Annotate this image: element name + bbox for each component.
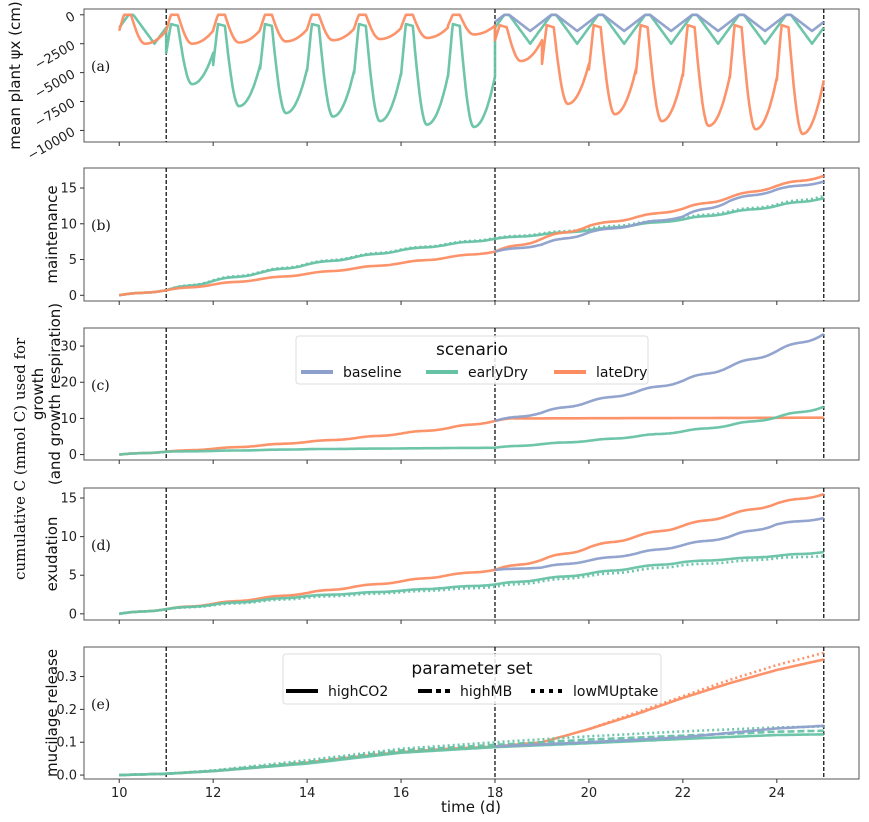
series-line-baseline-solid bbox=[494, 516, 825, 572]
y-axis-label: mean plant ψx (cm) bbox=[6, 1, 24, 149]
y-tick-label: −10000 bbox=[25, 125, 78, 164]
series-line-earlyDry-dotted bbox=[119, 725, 824, 777]
series-line-lateDry-dotted bbox=[588, 651, 825, 731]
y-axis-label: maintenance bbox=[43, 185, 61, 283]
axes-frame bbox=[83, 327, 860, 461]
legend-parameter-set: parameter set highCO2 highMB lowMUptake bbox=[282, 653, 662, 705]
y-tick-label: 0.1 bbox=[56, 736, 77, 751]
panel-e: 0.0 0.1 0.2 0.3 10 12 14 16 18 20 22 24 (e) mucilage … bbox=[43, 646, 860, 801]
y-tick-label: 0 bbox=[69, 448, 77, 463]
panel-d: 0 5 10 15 (d) exudation bbox=[43, 487, 860, 624]
x-tick-label: 16 bbox=[393, 786, 410, 801]
series-line-earlyDry-solid bbox=[119, 405, 825, 456]
panel-tag: (a) bbox=[91, 59, 110, 75]
series-line-lateDry bbox=[117, 13, 826, 136]
legend-label-baseline: baseline bbox=[343, 365, 402, 381]
y-tick-label: 10 bbox=[60, 217, 77, 232]
x-tick-label: 20 bbox=[581, 786, 598, 801]
x-tick-label: 24 bbox=[769, 786, 786, 801]
panel-b: 0 5 10 15 (b) maintenance bbox=[43, 167, 860, 305]
y-tick-label: 0.3 bbox=[56, 670, 77, 685]
y-tick-label: 10 bbox=[60, 530, 77, 545]
panel-a: 0−2500−5000−7500−10000(a)mean plant ψx (… bbox=[6, 1, 860, 164]
y-tick-label: 15 bbox=[60, 182, 77, 197]
panel-tag: (c) bbox=[91, 378, 110, 394]
y-tick-label: 20 bbox=[60, 376, 77, 391]
series-group bbox=[119, 332, 825, 456]
y-tick-label: 0.0 bbox=[56, 769, 77, 784]
y-tick-label: 5 bbox=[69, 569, 77, 584]
x-axis-label: time (d) bbox=[441, 798, 501, 816]
x-tick-label: 12 bbox=[205, 786, 222, 801]
panel-c: 0 10 20 30 (c) growth(and growth respiration)… bbox=[29, 303, 860, 485]
panel-tag: (e) bbox=[91, 697, 110, 713]
legend-box bbox=[282, 653, 662, 705]
series-line-baseline bbox=[494, 13, 825, 33]
series-group bbox=[119, 651, 825, 777]
y-tick-label: 10 bbox=[60, 412, 77, 427]
legend-scenario: scenario baseline earlyDry lateDry bbox=[295, 335, 649, 385]
series-group bbox=[118, 174, 825, 297]
x-tick-label: 18 bbox=[487, 786, 504, 801]
series-line-baseline-solid bbox=[494, 332, 825, 423]
legend-label-earlyDry: earlyDry bbox=[468, 365, 528, 381]
panel-tag: (d) bbox=[91, 538, 111, 554]
series-line-earlyDry-solid bbox=[119, 550, 824, 616]
legend-label-lateDry: lateDry bbox=[596, 365, 647, 381]
legend-title: scenario bbox=[436, 340, 508, 360]
axes-frame bbox=[83, 487, 860, 621]
y-axis-label: exudation bbox=[43, 517, 61, 592]
y-tick-label: 0 bbox=[69, 289, 77, 304]
series-line-earlyDry bbox=[118, 13, 825, 129]
y-axis-label: growth(and growth respiration) bbox=[29, 303, 64, 485]
series-group bbox=[117, 13, 826, 136]
panel-tag: (b) bbox=[91, 218, 111, 234]
legend-label-highMB: highMB bbox=[460, 684, 512, 700]
shared-ylabel: cumulative C (mmol C) used for bbox=[11, 337, 29, 580]
series-line-lateDry-solid bbox=[119, 492, 825, 616]
y-tick-label: 0.2 bbox=[56, 703, 77, 718]
axes-frame bbox=[83, 167, 860, 302]
x-tick-label: 22 bbox=[675, 786, 692, 801]
series-group bbox=[119, 492, 825, 616]
y-tick-label: 30 bbox=[60, 340, 77, 355]
y-axis-label: mucilage release bbox=[43, 649, 61, 777]
series-line-baseline-solid bbox=[494, 180, 825, 253]
y-tick-label: 0 bbox=[69, 607, 77, 622]
axes-frame bbox=[83, 8, 860, 143]
legend-label-highCO2: highCO2 bbox=[328, 684, 388, 700]
legend-label-lowMUptake: lowMUptake bbox=[573, 684, 658, 700]
axes-frame bbox=[83, 646, 860, 780]
x-tick-label: 14 bbox=[299, 786, 316, 801]
series-line-baseline-solid bbox=[494, 724, 824, 748]
y-tick-label: −2500 bbox=[32, 38, 78, 73]
y-tick-label: 0 bbox=[63, 9, 78, 26]
y-tick-label: 5 bbox=[69, 253, 77, 268]
x-tick-label: 10 bbox=[111, 786, 128, 801]
series-line-earlyDry-dotted bbox=[118, 194, 825, 297]
y-tick-label: 15 bbox=[60, 492, 77, 507]
legend-title: parameter set bbox=[411, 659, 532, 679]
